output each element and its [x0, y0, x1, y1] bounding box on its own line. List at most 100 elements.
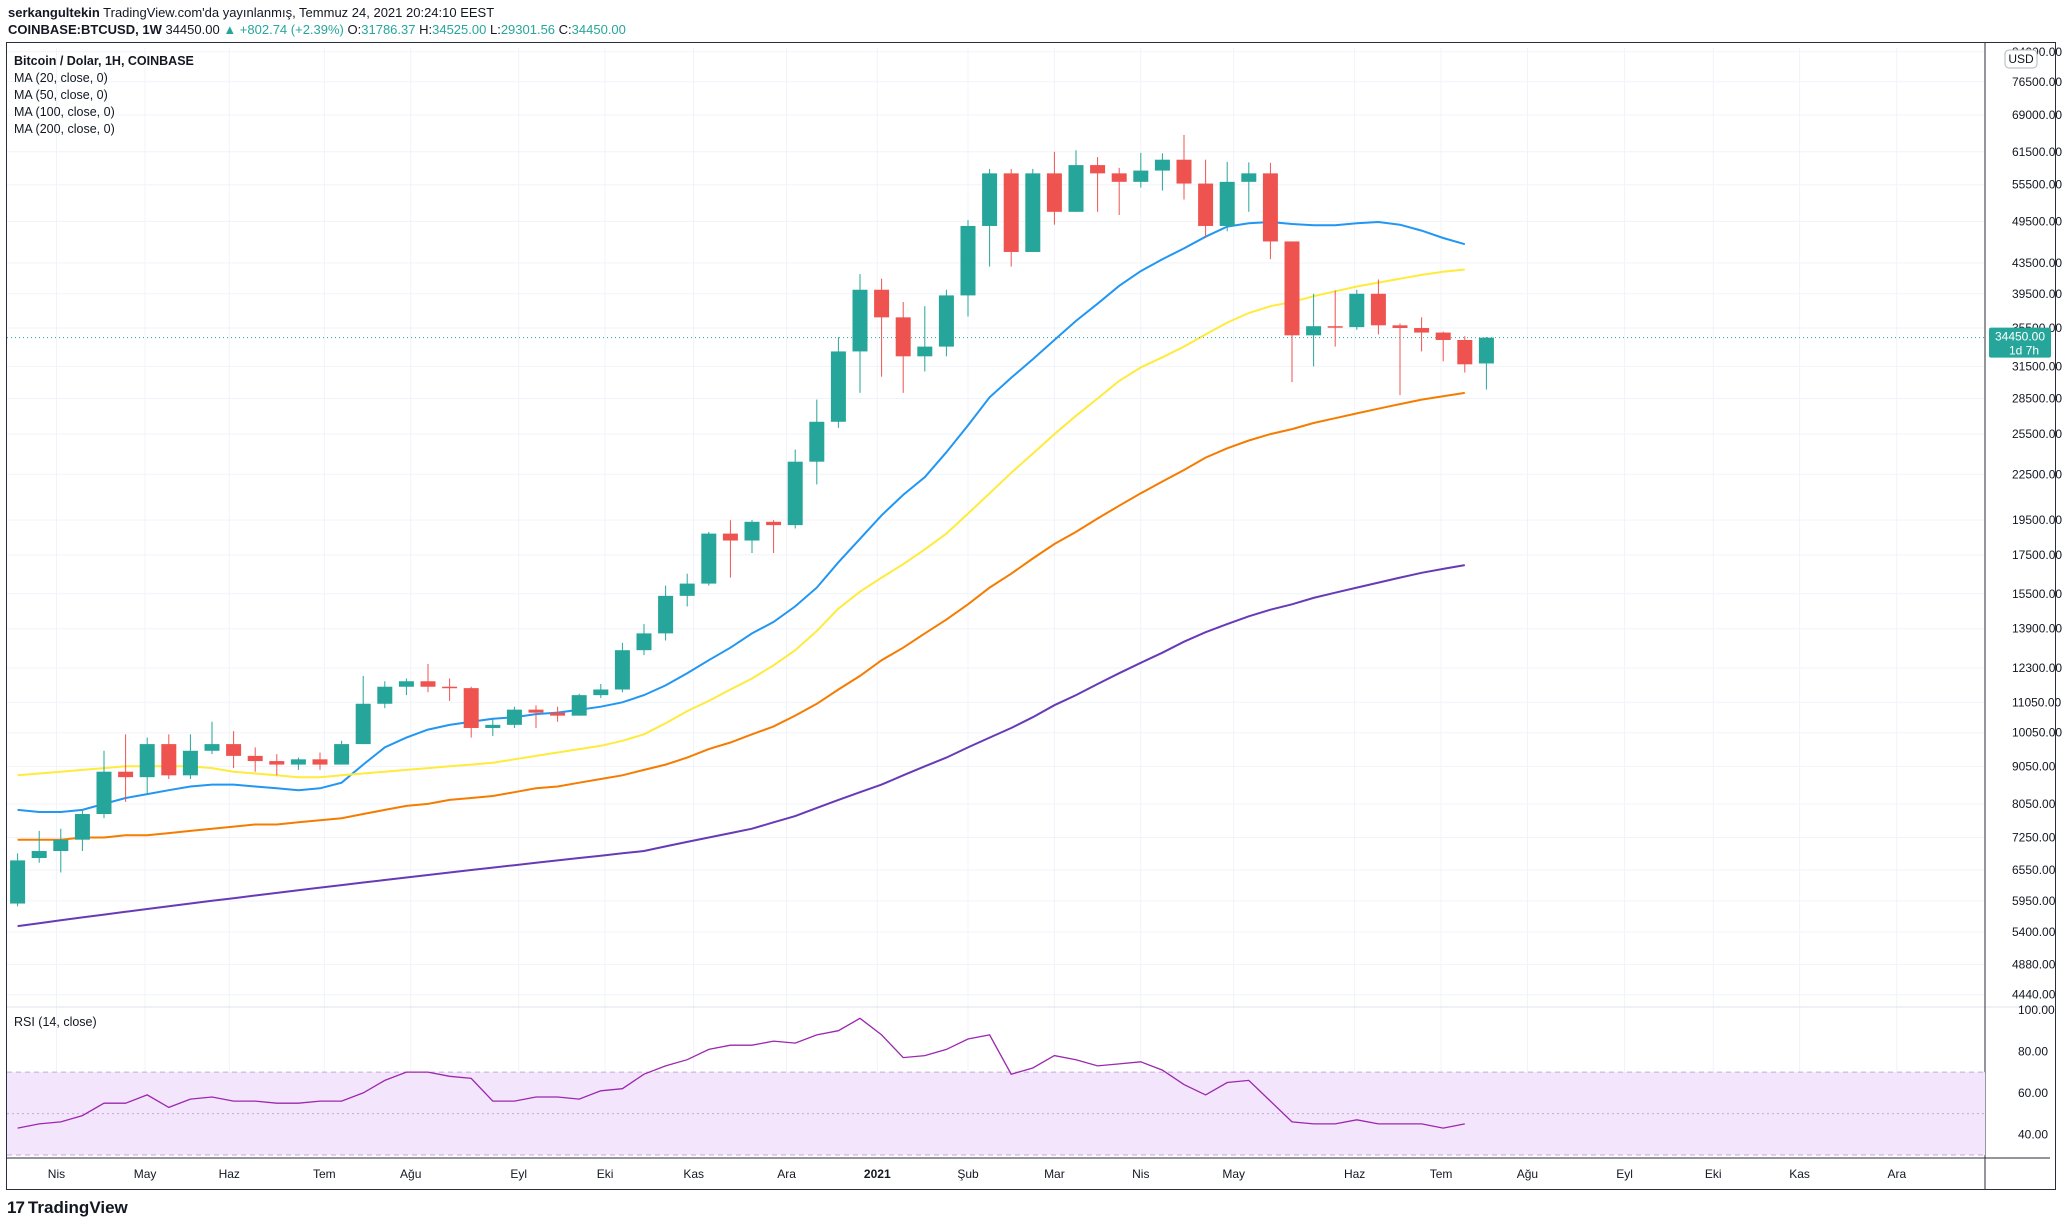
candle-down	[895, 317, 911, 357]
candle-up	[334, 744, 350, 765]
candle-down	[1176, 159, 1192, 184]
candle-down	[766, 521, 782, 526]
price-tick-label: 8050.00	[2012, 797, 2056, 811]
rsi-tick-label: 40.00	[2018, 1127, 2048, 1141]
candle-up	[701, 533, 717, 584]
candle-up	[636, 633, 652, 651]
time-tick-label: Ara	[1887, 1167, 1906, 1181]
candle-up	[938, 295, 954, 347]
candle-up	[960, 225, 976, 296]
candle-up	[679, 583, 695, 596]
candle-down	[312, 759, 328, 765]
candle-up	[485, 724, 501, 728]
candle-up	[1219, 181, 1235, 226]
candle-up	[1241, 173, 1257, 182]
candle-down	[161, 744, 177, 776]
ma-line-200	[17, 564, 1465, 928]
legend-ma100[interactable]: MA (100, close, 0)	[14, 105, 115, 119]
time-tick-label: Ağu	[1517, 1167, 1538, 1181]
price-tick-label: 61500.00	[2012, 145, 2062, 159]
candle-up	[787, 461, 803, 526]
price-tick-label: 76500.00	[2012, 75, 2062, 89]
candle-down	[1392, 325, 1408, 329]
time-tick-label: Ağu	[400, 1167, 421, 1181]
legend-ma50[interactable]: MA (50, close, 0)	[14, 88, 108, 102]
low-value: 29301.56	[500, 22, 556, 37]
candle-down	[269, 761, 285, 765]
candle-down	[118, 771, 134, 778]
candle-down	[1090, 165, 1106, 174]
time-tick-label: 2021	[864, 1167, 891, 1181]
candle-up	[74, 814, 90, 840]
candle-up	[593, 689, 609, 696]
symbol-label: COINBASE:BTCUSD, 1W	[8, 22, 162, 37]
price-tick-label: 5950.00	[2012, 894, 2056, 908]
candle-down	[420, 681, 436, 687]
candle-up	[614, 650, 630, 690]
ma-line-20	[17, 220, 1466, 813]
time-tick-label: Haz	[1344, 1167, 1365, 1181]
candle-up	[139, 744, 155, 778]
rsi-line	[17, 1017, 1465, 1129]
time-tick-label: Eyl	[1616, 1167, 1633, 1181]
candle-down	[1457, 339, 1473, 365]
candle-down	[247, 755, 263, 762]
candle-up	[571, 695, 587, 716]
candle-up	[1133, 170, 1149, 182]
candle-down	[550, 712, 566, 716]
price-tick-label: 25500.00	[2012, 427, 2062, 441]
price-tick-label: 31500.00	[2012, 359, 2062, 373]
candle-down	[1046, 173, 1062, 212]
time-tick-label: Mar	[1044, 1167, 1065, 1181]
candle-down	[1003, 173, 1019, 252]
close-label: C:	[558, 22, 572, 37]
time-tick-label: Nis	[48, 1167, 65, 1181]
candle-up	[852, 289, 868, 352]
rsi-tick-label: 60.00	[2018, 1086, 2048, 1100]
time-tick-label: Eyl	[510, 1167, 527, 1181]
time-tick-label: Tem	[1430, 1167, 1453, 1181]
time-tick-label: Kas	[1789, 1167, 1810, 1181]
time-tick-label: Eki	[597, 1167, 614, 1181]
candle-up	[658, 595, 674, 634]
ohlc-bar: COINBASE:BTCUSD, 1W 34450.00 ▲ +802.74 (…	[8, 22, 626, 37]
candle-up	[31, 851, 47, 859]
chart-frame	[6, 42, 2056, 1190]
rsi-tick-label: 100.00	[2018, 1003, 2055, 1017]
legend-title: Bitcoin / Dolar, 1H, COINBASE	[14, 54, 194, 68]
price-tick-label: 49500.00	[2012, 214, 2062, 228]
candle-up	[377, 686, 393, 704]
price-tick-label: 11050.00	[2012, 695, 2061, 709]
last-value: 34450.00	[165, 22, 220, 37]
price-tick-label: 28500.00	[2012, 391, 2062, 405]
price-tick-label: 69000.00	[2012, 108, 2062, 122]
ma-line-100	[17, 391, 1465, 841]
candle-up	[96, 771, 112, 815]
candle-up	[917, 346, 933, 357]
tradingview-watermark: 17 TradingView	[7, 1198, 128, 1218]
candle-down	[1370, 293, 1386, 326]
time-tick-label: Nis	[1132, 1167, 1149, 1181]
author-name: serkangultekin	[8, 5, 100, 20]
candle-down	[226, 744, 242, 756]
candle-up	[1478, 337, 1494, 364]
candle-up	[355, 703, 371, 745]
rsi-band	[7, 1072, 1985, 1155]
time-tick-label: Eki	[1705, 1167, 1722, 1181]
open-value: 31786.37	[361, 22, 416, 37]
candle-up	[1306, 326, 1322, 336]
legend-rsi[interactable]: RSI (14, close)	[14, 1015, 97, 1029]
time-tick-label: Kas	[683, 1167, 704, 1181]
candle-up	[1025, 173, 1041, 252]
candle-down	[463, 688, 479, 728]
published-text: TradingView.com'da yayınlanmış, Temmuz 2…	[103, 5, 495, 20]
high-label: H:	[419, 22, 433, 37]
time-tick-label: Şub	[957, 1167, 979, 1181]
candle-down	[442, 686, 458, 689]
candle-up	[506, 709, 522, 725]
time-tick-label: May	[134, 1167, 157, 1181]
change-value: ▲ +802.74 (+2.39%)	[223, 22, 344, 37]
legend-ma20[interactable]: MA (20, close, 0)	[14, 71, 108, 85]
legend-ma200[interactable]: MA (200, close, 0)	[14, 122, 115, 136]
